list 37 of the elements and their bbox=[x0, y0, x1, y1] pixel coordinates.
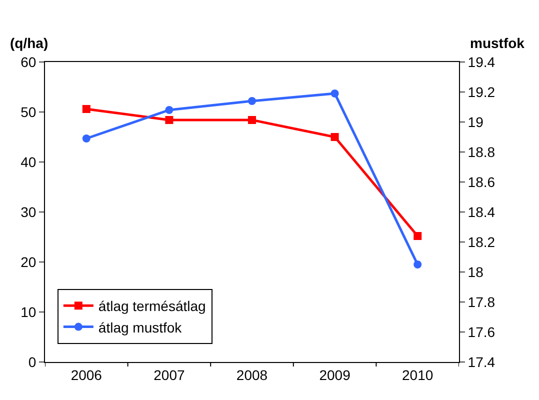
y-tick-label: 30 bbox=[20, 204, 36, 220]
y2-axis-title: mustfok bbox=[470, 35, 525, 51]
legend-label: átlag termésátlag bbox=[98, 298, 206, 314]
y2-tick-label: 18.4 bbox=[468, 204, 496, 220]
legend-label: átlag mustfok bbox=[98, 319, 183, 336]
y-axis-title: (q/ha) bbox=[10, 35, 48, 51]
y-tick-label: 40 bbox=[20, 154, 36, 170]
y-tick-label: 10 bbox=[20, 304, 36, 320]
point bbox=[82, 105, 90, 113]
x-tick-label: 2010 bbox=[402, 366, 434, 383]
point bbox=[414, 232, 422, 240]
y2-tick-label: 17.8 bbox=[468, 294, 496, 310]
point bbox=[82, 134, 90, 142]
point bbox=[248, 116, 256, 124]
y2-tick-label: 18.8 bbox=[468, 144, 496, 160]
y-tick-label: 20 bbox=[20, 254, 36, 270]
y2-tick-label: 19 bbox=[468, 114, 484, 130]
point bbox=[248, 97, 256, 105]
point bbox=[414, 260, 422, 268]
y-tick-label: 0 bbox=[28, 354, 36, 370]
x-tick-label: 2006 bbox=[70, 366, 102, 383]
point bbox=[330, 90, 339, 98]
x-tick-label: 2008 bbox=[236, 366, 268, 383]
y2-tick-label: 18.2 bbox=[468, 234, 496, 250]
point bbox=[165, 116, 174, 124]
y-tick-label: 50 bbox=[20, 104, 36, 120]
y2-tick-label: 19.2 bbox=[468, 84, 496, 100]
y2-tick-label: 18 bbox=[468, 264, 484, 280]
y2-tick-label: 17.6 bbox=[468, 324, 496, 340]
y2-tick-label: 18.6 bbox=[468, 174, 496, 190]
point bbox=[330, 133, 339, 141]
y2-tick-label: 19.4 bbox=[468, 54, 496, 70]
y-tick-label: 60 bbox=[20, 54, 36, 70]
y2-tick-label: 17.4 bbox=[468, 354, 496, 370]
x-tick-label: 2007 bbox=[154, 366, 185, 383]
point bbox=[165, 106, 174, 114]
x-tick-label: 2009 bbox=[319, 366, 351, 383]
